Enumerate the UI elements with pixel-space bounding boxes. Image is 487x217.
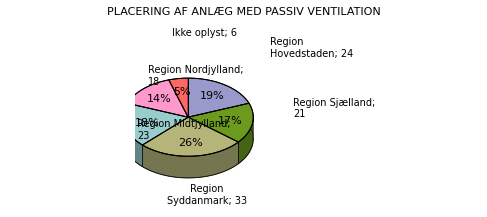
Text: PLACERING AF ANLÆG MED PASSIV VENTILATION: PLACERING AF ANLÆG MED PASSIV VENTILATIO… — [107, 7, 380, 16]
Polygon shape — [142, 142, 238, 178]
Text: Region
Syddanmark; 33: Region Syddanmark; 33 — [167, 184, 247, 206]
Polygon shape — [142, 117, 238, 156]
Text: 19%: 19% — [200, 91, 225, 101]
Text: 5%: 5% — [173, 87, 190, 97]
Text: Region Sjælland;
21: Region Sjælland; 21 — [293, 98, 375, 119]
Polygon shape — [123, 103, 188, 145]
Text: Region
Hovedstaden; 24: Region Hovedstaden; 24 — [269, 37, 353, 59]
Text: 18%: 18% — [134, 118, 159, 128]
Polygon shape — [169, 78, 188, 117]
Text: 26%: 26% — [178, 138, 203, 148]
Polygon shape — [127, 80, 188, 117]
Polygon shape — [188, 103, 253, 142]
Text: 17%: 17% — [218, 116, 243, 126]
Polygon shape — [123, 116, 142, 167]
Text: 14%: 14% — [147, 94, 171, 104]
Text: Region Nordjylland;
18: Region Nordjylland; 18 — [148, 65, 244, 87]
Polygon shape — [238, 116, 253, 164]
Text: Ikke oplyst; 6: Ikke oplyst; 6 — [172, 28, 237, 38]
Text: Region Midtjylland;
23: Region Midtjylland; 23 — [137, 119, 231, 141]
Polygon shape — [188, 78, 249, 117]
